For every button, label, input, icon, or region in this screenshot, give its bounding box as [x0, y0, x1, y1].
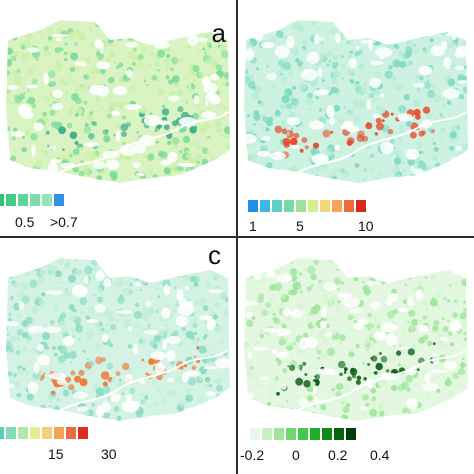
panel-c: c 15 30	[0, 238, 236, 474]
map-panel-c	[6, 258, 230, 421]
panel-letter-c: c	[208, 240, 221, 270]
panel-letter-a: a	[211, 18, 226, 48]
panel-a: a 0.5 >0.7	[0, 0, 236, 236]
map-panel-d	[244, 258, 468, 421]
panel-d: -0.2 0 0.2 0.4	[238, 238, 474, 474]
panel-b: 1 5 10	[238, 0, 474, 236]
map-panel-a	[6, 20, 230, 183]
map-panel-b	[244, 20, 468, 183]
divider-horizontal	[0, 236, 474, 238]
